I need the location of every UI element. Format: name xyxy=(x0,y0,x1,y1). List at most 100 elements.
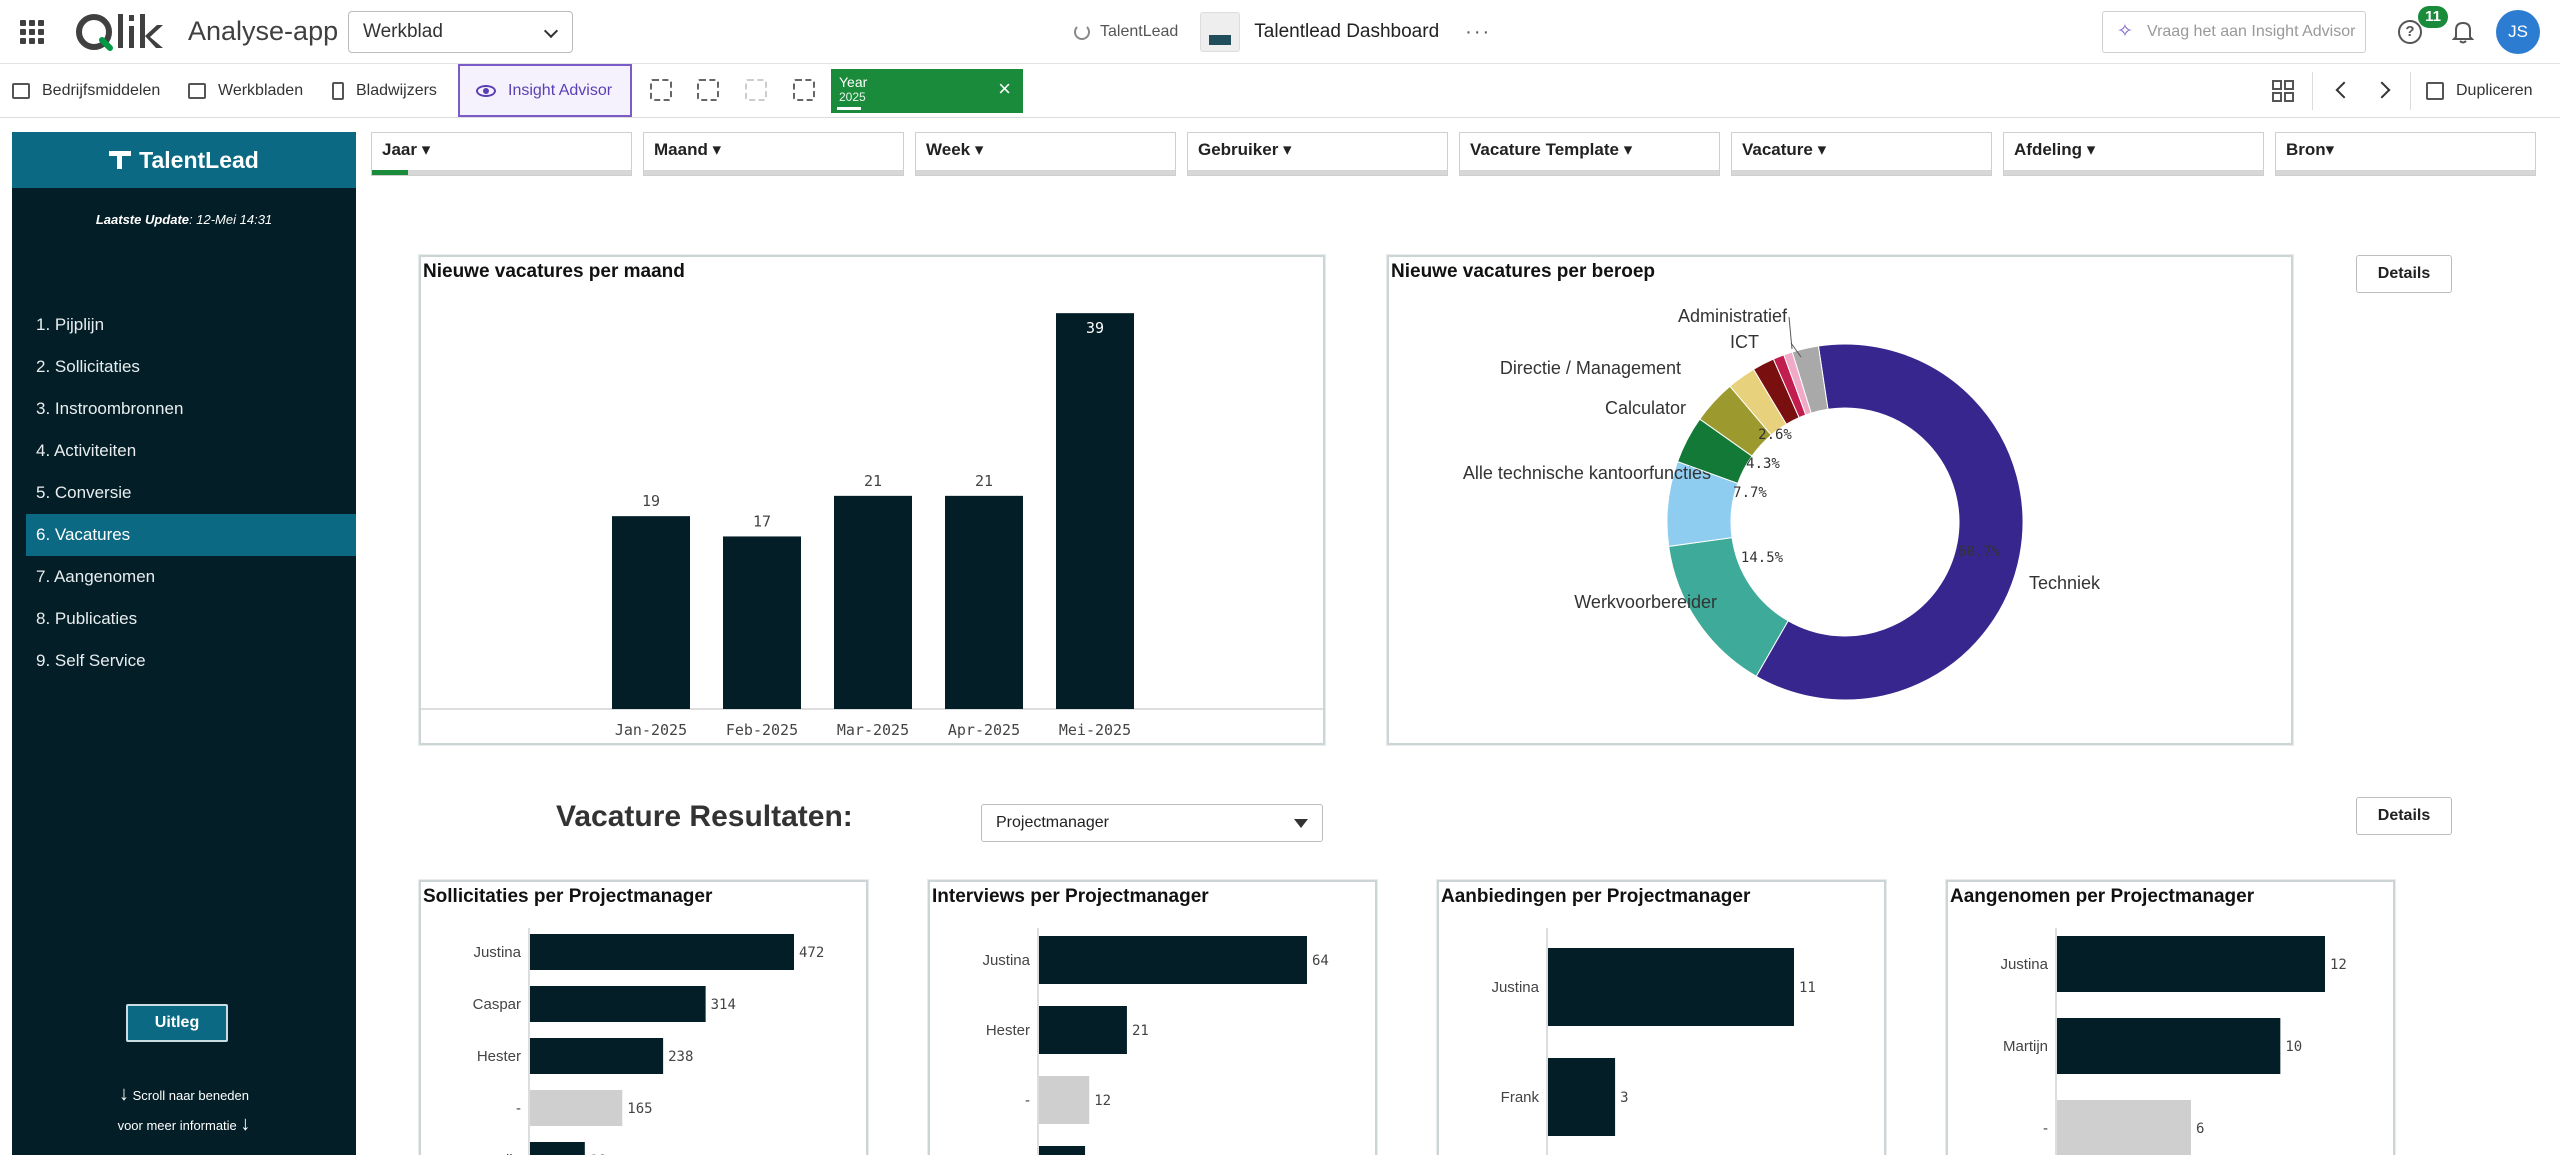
sheet-dropdown[interactable]: Werkblad xyxy=(348,11,573,53)
data-label: 472 xyxy=(799,945,824,961)
leader-line xyxy=(1790,342,1802,358)
bar[interactable] xyxy=(530,934,794,970)
filter-box[interactable]: Maand ▾ xyxy=(643,132,904,176)
bar[interactable] xyxy=(2057,1018,2281,1074)
data-label: 6 xyxy=(2196,1121,2204,1137)
chart-offers-per-pm[interactable]: Aanbiedingen per Projectmanager Justina 1… xyxy=(1437,880,1886,1155)
details-button[interactable]: Details xyxy=(2356,255,2452,293)
filter-box[interactable]: Bron▾ xyxy=(2275,132,2536,176)
bar[interactable] xyxy=(1039,936,1307,984)
filter-box[interactable]: Vacature ▾ xyxy=(1731,132,1992,176)
space-name[interactable]: TalentLead xyxy=(1100,23,1179,40)
qlik-logo[interactable] xyxy=(74,10,166,54)
chart-hired-per-pm[interactable]: Aangenomen per Projectmanager Justina 12 M… xyxy=(1946,880,2395,1155)
sidebar-item[interactable]: 8. Publicaties xyxy=(36,609,138,628)
bar[interactable] xyxy=(530,986,706,1022)
section-title: Vacature Resultaten: xyxy=(556,800,853,833)
data-label: 165 xyxy=(627,1101,652,1117)
bar[interactable] xyxy=(1039,1006,1127,1054)
more-options-icon[interactable]: ··· xyxy=(1465,20,1492,43)
app-launcher-icon[interactable] xyxy=(20,20,44,44)
help-icon[interactable]: ? xyxy=(2398,20,2422,44)
sidebar-item[interactable]: 1. Pijplijn xyxy=(36,315,105,334)
filter-box[interactable]: Afdeling ▾ xyxy=(2003,132,2264,176)
uitleg-button[interactable]: Uitleg xyxy=(126,1004,228,1042)
bar[interactable] xyxy=(1056,313,1134,709)
y-tick-label: Caspar xyxy=(473,996,521,1013)
sidebar-item[interactable]: 6. Vacatures xyxy=(26,514,356,556)
sidebar-item[interactable]: 5. Conversie xyxy=(36,483,132,502)
filter-label: Bron▾ xyxy=(2286,140,2335,159)
sidebar-item[interactable]: 2. Sollicitaties xyxy=(36,357,140,376)
chart-new-vacancies-per-profession[interactable]: Nieuwe vacatures per beroep Techniek 60.7… xyxy=(1387,255,2293,745)
filter-label: Week ▾ xyxy=(926,140,984,159)
selection-bar xyxy=(837,107,861,110)
filter-label: Gebruiker ▾ xyxy=(1198,140,1292,159)
insight-advisor-button[interactable]: Insight Advisor xyxy=(458,64,632,117)
bar[interactable] xyxy=(834,495,912,709)
insight-advisor-search[interactable]: ✧ Vraag het aan Insight Advisor xyxy=(2102,11,2366,53)
bar[interactable] xyxy=(723,536,801,709)
bar[interactable] xyxy=(945,495,1023,709)
sheets-button[interactable]: Werkbladen xyxy=(188,64,303,117)
slice-percent-label: 7.7% xyxy=(1733,485,1767,501)
app-title: Analyse-app xyxy=(188,16,339,46)
pie-slice[interactable] xyxy=(1791,345,1829,414)
chart-interviews-per-pm[interactable]: Interviews per Projectmanager Justina 64 H… xyxy=(928,880,1377,1155)
filter-label: Vacature ▾ xyxy=(1742,140,1827,159)
y-tick-label: Hester xyxy=(477,1048,521,1065)
data-label: 12 xyxy=(2330,957,2347,973)
filter-box[interactable]: Vacature Template ▾ xyxy=(1459,132,1720,176)
last-update: Laatste Update: 12-Mei 14:31 xyxy=(12,212,356,227)
filter-state-bar xyxy=(1460,170,1719,175)
chart-title: Aangenomen per Projectmanager xyxy=(1950,886,2255,907)
duplicate-button[interactable]: Dupliceren xyxy=(2426,64,2532,117)
donut-chart: Techniek 60.7% Werkvoorbereider 14.5% Alle t… xyxy=(1463,306,2101,701)
filter-box[interactable]: Week ▾ xyxy=(915,132,1176,176)
bar[interactable] xyxy=(1548,1058,1616,1136)
previous-sheet-icon[interactable] xyxy=(2335,81,2353,99)
bar[interactable] xyxy=(1548,948,1794,1026)
filter-state-bar xyxy=(916,170,1175,175)
bar[interactable] xyxy=(2057,1100,2191,1155)
pie-slice[interactable] xyxy=(1755,343,2024,701)
grid-view-icon[interactable] xyxy=(2272,80,2294,102)
sidebar-item[interactable]: 7. Aangenomen xyxy=(36,567,156,586)
bar[interactable] xyxy=(530,1090,623,1126)
sidebar-item[interactable]: 9. Self Service xyxy=(36,651,146,670)
next-sheet-icon[interactable] xyxy=(2373,81,2391,99)
insight-advisor-search-placeholder: Vraag het aan Insight Advisor xyxy=(2147,23,2356,40)
slice-percent-label: 2.6% xyxy=(1758,427,1792,443)
close-icon[interactable]: × xyxy=(998,76,1011,101)
bookmarks-button[interactable]: Bladwijzers xyxy=(332,64,437,117)
bar[interactable] xyxy=(612,516,690,709)
smart-search-icon[interactable] xyxy=(650,79,672,101)
sidebar-item[interactable]: 4. Activiteiten xyxy=(36,441,137,460)
brand-name: TalentLead xyxy=(139,146,259,173)
bar[interactable] xyxy=(1039,1076,1090,1124)
y-tick-label: Justina xyxy=(473,944,521,961)
selection-chip-year[interactable]: Year 2025 × xyxy=(831,69,1023,113)
bar[interactable] xyxy=(1039,1146,1086,1155)
filter-box[interactable]: Jaar ▾ xyxy=(371,132,632,176)
step-back-icon[interactable] xyxy=(697,79,719,101)
bar[interactable] xyxy=(530,1038,664,1074)
x-tick-label: Mei-2025 xyxy=(1059,721,1131,739)
data-label: 19 xyxy=(642,492,660,510)
bar[interactable] xyxy=(2057,936,2325,992)
details-button-results[interactable]: Details xyxy=(2356,797,2452,835)
filter-box[interactable]: Gebruiker ▾ xyxy=(1187,132,1448,176)
filter-label: Maand ▾ xyxy=(654,140,722,159)
bell-icon[interactable] xyxy=(2452,20,2474,44)
data-label: 11 xyxy=(1799,980,1816,996)
clear-selections-icon[interactable] xyxy=(793,79,815,101)
bar[interactable] xyxy=(530,1142,585,1155)
chart-new-vacancies-per-month[interactable]: Nieuwe vacatures per maand 19 Jan-2025 17 F… xyxy=(419,255,1325,745)
sidebar-nav: 1. Pijplijn 2. Sollicitaties 3. Instroombr… xyxy=(26,304,356,682)
role-dropdown[interactable]: Projectmanager xyxy=(981,804,1323,842)
avatar[interactable]: JS xyxy=(2496,10,2540,54)
assets-button[interactable]: Bedrijfsmiddelen xyxy=(12,64,160,117)
duplicate-icon xyxy=(2426,81,2444,100)
chart-applications-per-pm[interactable]: Sollicitaties per Projectmanager Justina… xyxy=(419,880,868,1155)
sidebar-item[interactable]: 3. Instroombronnen xyxy=(36,399,184,418)
